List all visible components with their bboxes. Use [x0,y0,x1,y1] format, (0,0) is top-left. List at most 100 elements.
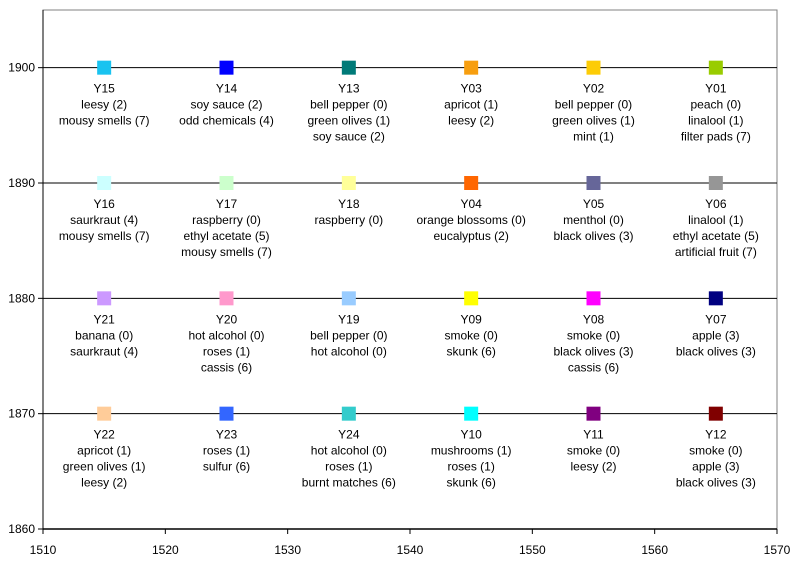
point-label-note: cassis (6) [568,360,619,374]
point-label-note: soy sauce (2) [190,98,262,112]
point-label-note: peach (0) [690,98,741,112]
data-point-marker [586,176,601,190]
point-label-name: Y17 [216,197,238,211]
data-point-marker [586,291,601,306]
point-label-name: Y14 [216,82,238,96]
point-label-name: Y03 [460,82,482,96]
point-label-note: ethyl acetate (5) [673,229,759,243]
point-label-note: roses (1) [203,344,250,358]
data-point-marker [219,291,234,306]
y-tick-label: 1870 [8,407,35,421]
point-label-note: orange blossoms (0) [416,213,525,227]
point-label-note: soy sauce (2) [313,130,385,144]
point-label-note: leesy (2) [570,460,616,474]
x-tick-label: 1550 [519,543,546,557]
point-label-note: ethyl acetate (5) [183,229,269,243]
point-label-note: green olives (1) [552,114,635,128]
data-point-marker [341,406,356,421]
data-point-marker [586,406,601,421]
point-label-name: Y04 [460,197,482,211]
point-label-name: Y15 [93,82,115,96]
point-label-note: leesy (2) [81,98,127,112]
y-tick-label: 1900 [8,61,35,75]
data-point-marker [219,60,234,75]
point-label-note: cassis (6) [201,360,252,374]
point-label-note: leesy (2) [448,114,494,128]
point-label-name: Y18 [338,197,360,211]
point-label-note: bell pepper (0) [555,98,632,112]
point-label-note: artificial fruit (7) [675,245,757,259]
point-label-note: roses (1) [203,444,250,458]
point-label-note: skunk (6) [446,476,495,490]
x-tick-label: 1540 [397,543,424,557]
point-label-note: odd chemicals (4) [179,114,274,128]
point-label-note: black olives (3) [676,344,756,358]
plot-area [42,9,778,530]
point-label-name: Y07 [705,312,727,326]
data-point-marker [708,176,723,190]
data-point-marker [464,291,479,306]
point-label-name: Y11 [583,428,604,442]
point-label-note: menthol (0) [563,213,624,227]
point-label-note: apricot (1) [444,98,498,112]
point-label-name: Y24 [338,428,360,442]
point-label-note: smoke (0) [689,444,742,458]
point-label-note: apple (3) [692,460,739,474]
point-label-note: smoke (0) [444,328,497,342]
data-point-marker [97,176,112,190]
point-label-note: eucalyptus (2) [433,229,508,243]
data-point-marker [97,291,112,306]
point-label-note: raspberry (0) [192,213,261,227]
point-label-note: black olives (3) [553,344,633,358]
data-point-marker [341,291,356,306]
data-point-marker [586,60,601,75]
point-label-note: mint (1) [573,130,614,144]
x-tick-label: 1570 [764,543,791,557]
point-label-name: Y08 [583,312,605,326]
point-label-name: Y13 [338,82,360,96]
x-tick-label: 1530 [274,543,301,557]
data-point-marker [219,176,234,190]
point-label-name: Y16 [93,197,115,211]
point-label-name: Y06 [705,197,727,211]
point-label-name: Y12 [705,428,727,442]
data-point-marker [464,60,479,75]
data-point-marker [341,176,356,190]
point-label-note: raspberry (0) [314,213,383,227]
point-label-note: smoke (0) [567,444,620,458]
x-tick-label: 1560 [641,543,668,557]
point-label-note: mousy smells (7) [59,229,150,243]
data-point-marker [97,60,112,75]
point-label-note: black olives (3) [676,476,756,490]
data-point-marker [464,176,479,190]
point-label-name: Y22 [93,428,115,442]
point-label-note: saurkraut (4) [70,213,138,227]
point-label-name: Y02 [583,82,605,96]
point-label-name: Y10 [460,428,482,442]
point-label-note: mousy smells (7) [181,245,272,259]
point-label-name: Y20 [216,312,238,326]
point-label-note: roses (1) [325,460,372,474]
point-label-note: banana (0) [75,328,133,342]
point-label-name: Y21 [93,312,115,326]
point-label-note: sulfur (6) [203,460,250,474]
data-point-marker [219,406,234,421]
point-label-note: smoke (0) [567,328,620,342]
point-label-note: bell pepper (0) [310,98,387,112]
data-point-marker [708,291,723,306]
point-label-note: leesy (2) [81,476,127,490]
point-label-note: bell pepper (0) [310,328,387,342]
data-point-marker [341,60,356,75]
point-label-note: skunk (6) [446,344,495,358]
x-tick-label: 1510 [30,543,57,557]
point-label-note: hot alcohol (0) [188,328,264,342]
point-label-note: hot alcohol (0) [311,344,387,358]
point-label-note: filter pads (7) [681,130,751,144]
data-point-marker [97,406,112,421]
point-label-note: hot alcohol (0) [311,444,387,458]
point-label-name: Y19 [338,312,360,326]
point-label-name: Y05 [583,197,605,211]
point-label-name: Y09 [460,312,482,326]
y-tick-label: 1880 [8,291,35,305]
y-tick-label: 1860 [8,522,35,536]
